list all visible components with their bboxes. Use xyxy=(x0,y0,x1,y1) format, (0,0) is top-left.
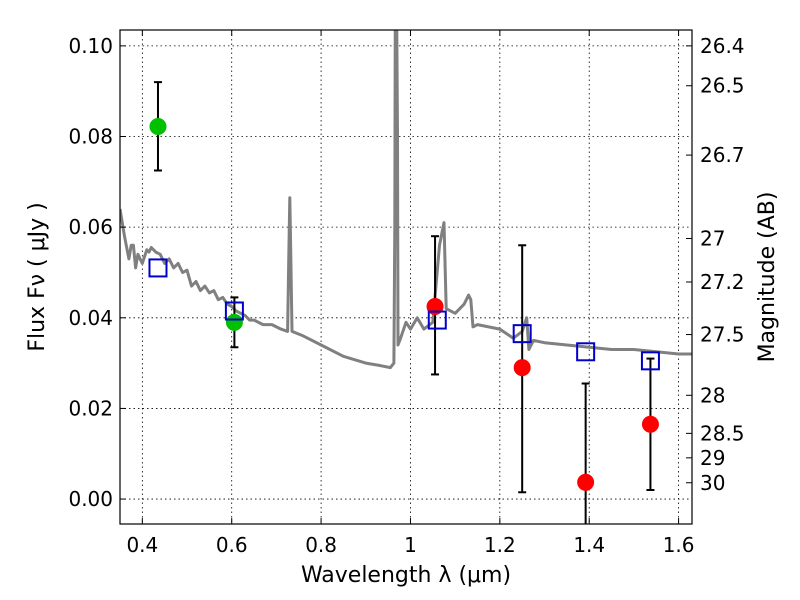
blue-square-marker xyxy=(640,351,660,371)
x-tick-label: 0.4 xyxy=(126,533,158,557)
green-data-point xyxy=(225,313,243,331)
y-tick-label: 0.02 xyxy=(68,396,113,420)
blue-square-marker xyxy=(576,342,596,362)
right-tick-label: 30 xyxy=(700,471,725,495)
right-tick-label: 28 xyxy=(700,383,725,407)
blue-square-marker xyxy=(148,258,168,278)
x-tick-label: 1.4 xyxy=(573,533,605,557)
x-tick-label: 0.6 xyxy=(216,533,248,557)
red-data-point xyxy=(426,297,444,315)
right-tick-label: 27 xyxy=(700,226,725,250)
blue-square-marker xyxy=(427,310,447,330)
right-tick-label: 27.5 xyxy=(700,323,745,347)
right-tick-label: 26.4 xyxy=(700,34,745,58)
x-tick-label: 1.2 xyxy=(484,533,516,557)
axes: 0.4 0.6 0.8 1 1.2 1.4 1.6 0.00 0.02 0.04 0.06 0.08 0… xyxy=(68,30,745,557)
plot-frame xyxy=(119,29,693,525)
x-tick-label: 0.8 xyxy=(305,533,337,557)
blue-square-marker xyxy=(224,301,244,321)
model-spectrum-line xyxy=(120,30,692,370)
right-tick-label: 29 xyxy=(700,446,725,470)
red-data-point xyxy=(513,359,531,377)
grid-lines xyxy=(120,30,692,524)
x-axis-label: Wavelength λ (μm) xyxy=(301,563,511,588)
y-tick-label: 0.10 xyxy=(68,34,113,58)
y-tick-label: 0.06 xyxy=(68,215,113,239)
right-tick-label: 26.7 xyxy=(700,143,745,167)
y-tick-label: 0.00 xyxy=(68,487,113,511)
right-axis-label: Magnitude (AB) xyxy=(755,192,780,363)
plot-area xyxy=(120,30,692,524)
right-tick-label: 27.2 xyxy=(700,270,745,294)
red-data-point xyxy=(641,415,659,433)
green-data-point xyxy=(149,118,167,136)
right-tick-label: 28.5 xyxy=(700,421,745,445)
y-tick-label: 0.08 xyxy=(68,125,113,149)
x-tick-label: 1 xyxy=(404,533,417,557)
blue-square-marker xyxy=(512,324,532,344)
y-tick-label: 0.04 xyxy=(68,306,113,330)
x-tick-label: 1.6 xyxy=(663,533,695,557)
red-data-point xyxy=(577,473,595,491)
y-axis-label: Flux Fν ( μJy ) xyxy=(25,202,50,351)
right-tick-label: 26.5 xyxy=(700,74,745,98)
